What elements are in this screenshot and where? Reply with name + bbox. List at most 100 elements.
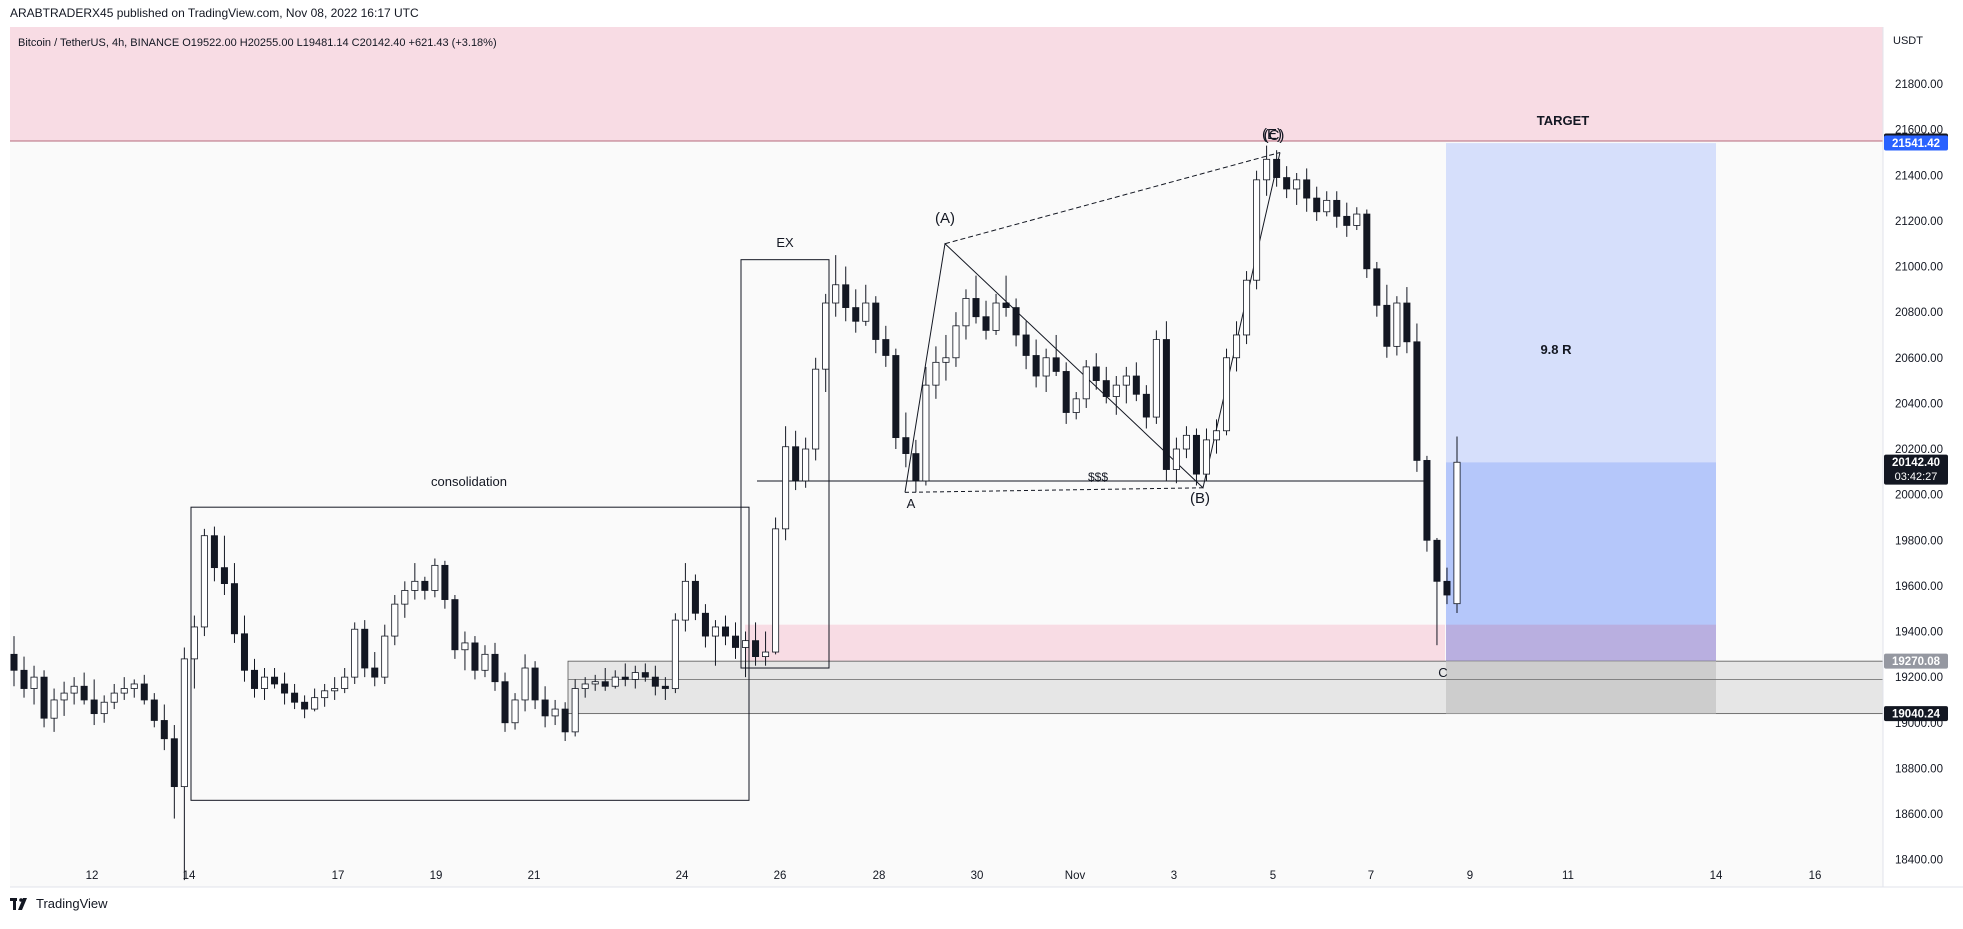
bear-candle-body bbox=[872, 302, 880, 340]
candle bbox=[1072, 391, 1080, 420]
candle bbox=[1313, 186, 1321, 221]
y-tick-label: 20400.00 bbox=[1895, 398, 1943, 410]
bull-candle-body bbox=[481, 653, 489, 671]
bear-candle-body bbox=[1102, 380, 1110, 397]
candle bbox=[70, 677, 78, 705]
bear-candle-body bbox=[271, 676, 279, 685]
y-tick-label: 18600.00 bbox=[1895, 809, 1943, 821]
candle bbox=[842, 266, 850, 322]
candle bbox=[1042, 348, 1050, 392]
bull-candle-body bbox=[50, 699, 58, 719]
candle bbox=[1012, 298, 1020, 347]
bull-candle-body bbox=[1233, 334, 1241, 359]
candle bbox=[882, 325, 890, 367]
wave-c-label: (C) bbox=[1264, 127, 1285, 144]
candle bbox=[140, 674, 148, 705]
bear-candle-body bbox=[1092, 366, 1100, 381]
price-tag-value: 19040.24 bbox=[1892, 709, 1941, 721]
bear-candle-body bbox=[1002, 302, 1010, 308]
x-tick-label: 26 bbox=[774, 870, 787, 882]
bear-candle-body bbox=[1413, 341, 1421, 461]
bear-candle-body bbox=[1423, 460, 1431, 541]
bear-candle-body bbox=[240, 633, 248, 671]
wave-b-label: (B) bbox=[1190, 490, 1210, 507]
bear-candle-body bbox=[1052, 357, 1060, 372]
bull-candle-body bbox=[1453, 461, 1461, 605]
candle bbox=[1122, 366, 1130, 404]
candle bbox=[541, 686, 549, 728]
candle bbox=[1283, 166, 1291, 199]
candle bbox=[651, 665, 659, 696]
candle bbox=[1062, 362, 1070, 424]
candle bbox=[1132, 362, 1140, 402]
bear-candle-body bbox=[902, 437, 910, 454]
bear-candle-body bbox=[1313, 197, 1321, 213]
candle bbox=[711, 620, 719, 666]
candle bbox=[331, 677, 339, 700]
y-tick-label: 19400.00 bbox=[1895, 627, 1943, 639]
bull-candle-body bbox=[932, 361, 940, 386]
candle bbox=[281, 672, 289, 705]
bear-candle-body bbox=[291, 692, 299, 703]
candle bbox=[50, 688, 58, 732]
bull-candle-body bbox=[461, 642, 469, 651]
candle bbox=[701, 604, 709, 648]
bear-candle-body bbox=[1373, 268, 1381, 306]
candle bbox=[1453, 436, 1461, 614]
x-tick-label: 14 bbox=[1710, 870, 1723, 882]
candle bbox=[1032, 339, 1040, 388]
y-tick-label: 20800.00 bbox=[1895, 307, 1943, 319]
bull-candle-body bbox=[261, 676, 269, 689]
candle bbox=[1223, 348, 1231, 436]
candle bbox=[551, 699, 559, 726]
y-tick-label: 21200.00 bbox=[1895, 216, 1943, 228]
bear-candle-body bbox=[1032, 355, 1040, 377]
price-tag-countdown: 03:42:27 bbox=[1895, 471, 1938, 483]
bull-candle-body bbox=[942, 357, 950, 363]
bull-candle-body bbox=[30, 676, 38, 689]
candle bbox=[721, 615, 729, 646]
candle bbox=[1393, 296, 1401, 356]
bear-candle-body bbox=[170, 738, 178, 788]
candle bbox=[1052, 334, 1060, 377]
candle bbox=[200, 528, 208, 637]
x-tick-label: 12 bbox=[86, 870, 99, 882]
candle bbox=[892, 348, 900, 450]
candle bbox=[972, 275, 980, 324]
bear-candle-body bbox=[301, 701, 309, 710]
bear-candle-body bbox=[281, 683, 289, 694]
bull-candle-body bbox=[1212, 430, 1221, 441]
y-tick-label: 20200.00 bbox=[1895, 444, 1943, 456]
bear-candle-body bbox=[1403, 302, 1411, 343]
bear-candle-body bbox=[361, 628, 369, 669]
bull-candle-body bbox=[571, 688, 579, 733]
bull-candle-body bbox=[962, 298, 970, 327]
point-a-label: A bbox=[907, 496, 916, 511]
price-tag-bg bbox=[1884, 135, 1948, 151]
candle bbox=[792, 430, 800, 491]
bull-candle-body bbox=[1353, 213, 1361, 226]
candle bbox=[691, 574, 699, 621]
candle bbox=[250, 658, 259, 698]
bull-candle-body bbox=[1202, 439, 1210, 475]
candle bbox=[30, 665, 38, 705]
bear-candle-body bbox=[80, 685, 88, 701]
bull-candle-body bbox=[1182, 434, 1190, 450]
x-tick-label: 16 bbox=[1809, 870, 1822, 882]
x-tick-label: 19 bbox=[430, 870, 443, 882]
bull-candle-body bbox=[681, 580, 689, 621]
x-tick-label: 24 bbox=[676, 870, 689, 882]
candle bbox=[1112, 376, 1120, 415]
candle bbox=[401, 581, 409, 618]
bear-candle-body bbox=[210, 535, 218, 569]
candle bbox=[291, 683, 299, 710]
candle bbox=[130, 679, 138, 698]
tradingview-logo[interactable]: TradingView bbox=[10, 896, 108, 911]
candle bbox=[1323, 191, 1331, 217]
bear-candle-body bbox=[10, 653, 18, 671]
bear-candle-body bbox=[731, 635, 740, 648]
candle bbox=[491, 642, 499, 691]
candle bbox=[962, 289, 970, 340]
